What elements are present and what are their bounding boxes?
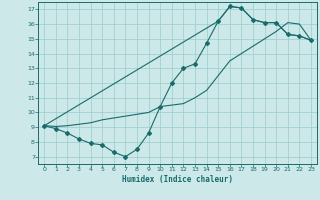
X-axis label: Humidex (Indice chaleur): Humidex (Indice chaleur) [122,175,233,184]
